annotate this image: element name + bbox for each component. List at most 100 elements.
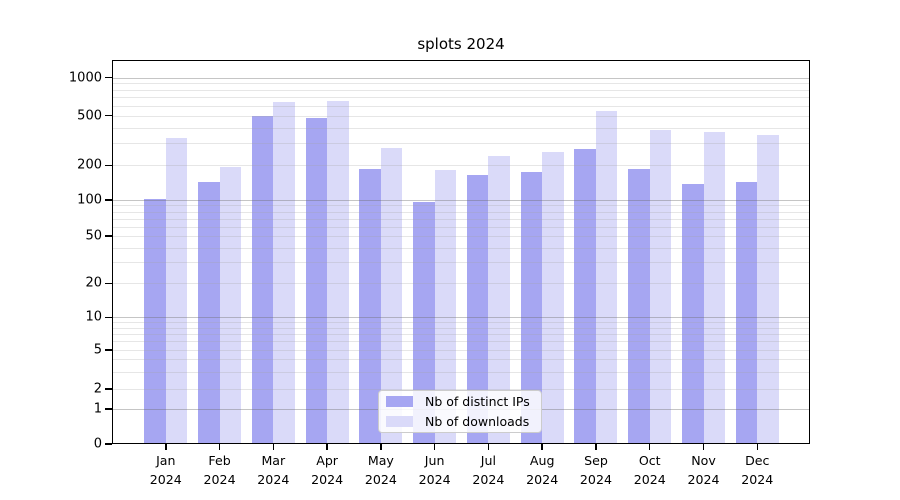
y-tick-label: 200 bbox=[77, 157, 102, 173]
grid-line-minor bbox=[112, 341, 810, 343]
grid-line-minor bbox=[112, 89, 810, 91]
y-tick-mark bbox=[105, 408, 112, 410]
bar-mar-downloads bbox=[273, 102, 295, 444]
grid-line-minor bbox=[112, 83, 810, 85]
x-tick-label: Jan 2024 bbox=[149, 453, 182, 487]
y-tick-mark bbox=[105, 114, 112, 117]
bar-jun-downloads bbox=[434, 170, 457, 444]
x-tick-label: Oct 2024 bbox=[633, 453, 666, 487]
grid-line-minor bbox=[112, 327, 810, 329]
y-tick-mark bbox=[105, 388, 112, 390]
x-tick-mark bbox=[165, 444, 167, 450]
y-tick-mark bbox=[105, 282, 112, 285]
grid-line-major bbox=[112, 77, 810, 79]
bar-nov-downloads bbox=[703, 131, 725, 444]
legend: Nb of distinct IPs Nb of downloads bbox=[378, 390, 542, 433]
x-tick-label: Aug 2024 bbox=[526, 453, 559, 487]
y-tick-label: 2 bbox=[93, 381, 102, 397]
x-tick-mark bbox=[218, 444, 221, 450]
bar-aug-ips bbox=[520, 171, 543, 444]
grid-line-minor bbox=[112, 350, 810, 351]
grid-line-minor bbox=[112, 334, 810, 336]
grid-line-major bbox=[112, 317, 810, 319]
legend-entry-distinct-ips: Nb of distinct IPs bbox=[386, 392, 541, 412]
grid-line-minor bbox=[112, 105, 810, 107]
y-tick-mark bbox=[105, 164, 112, 167]
legend-entry-downloads: Nb of downloads bbox=[386, 412, 541, 432]
legend-label-downloads: Nb of downloads bbox=[425, 414, 530, 429]
bar-sep-downloads bbox=[595, 111, 618, 444]
bar-feb-downloads bbox=[219, 166, 242, 444]
legend-swatch-downloads bbox=[386, 416, 413, 427]
grid-line-minor bbox=[112, 218, 810, 220]
grid-line-minor bbox=[112, 389, 810, 390]
y-tick-label: 20 bbox=[85, 275, 102, 291]
x-tick-mark bbox=[326, 444, 328, 450]
grid-line-minor bbox=[112, 226, 810, 228]
grid-line-minor bbox=[112, 283, 810, 285]
y-tick-mark bbox=[105, 235, 112, 237]
y-tick-mark bbox=[105, 199, 112, 201]
plot-area bbox=[112, 60, 810, 444]
grid-line-minor bbox=[112, 143, 810, 145]
bar-may-ips bbox=[359, 169, 381, 444]
x-tick-label: Mar 2024 bbox=[257, 453, 290, 487]
bar-apr-downloads bbox=[327, 100, 349, 444]
grid-line-minor bbox=[112, 211, 810, 213]
x-tick-mark bbox=[756, 444, 759, 450]
bar-aug-downloads bbox=[542, 151, 564, 444]
grid-line-minor bbox=[112, 97, 810, 99]
grid-line-major bbox=[112, 200, 810, 201]
y-tick-label: 5 bbox=[93, 342, 102, 358]
x-tick-mark bbox=[541, 444, 543, 450]
y-tick-label: 0 bbox=[93, 436, 102, 452]
bar-apr-ips bbox=[305, 117, 328, 444]
x-tick-mark bbox=[702, 444, 705, 450]
bar-jan-ips bbox=[144, 198, 166, 444]
bar-jul-downloads bbox=[488, 156, 510, 444]
y-tick-label: 100 bbox=[77, 192, 102, 208]
grid-line-minor bbox=[112, 205, 810, 207]
x-tick-mark bbox=[648, 444, 651, 450]
x-tick-label: Dec 2024 bbox=[741, 453, 774, 487]
x-tick-label: Feb 2024 bbox=[203, 453, 236, 487]
x-tick-label: Jul 2024 bbox=[472, 453, 505, 487]
bar-mar-ips bbox=[251, 115, 274, 444]
x-tick-mark bbox=[595, 444, 597, 450]
x-tick-label: May 2024 bbox=[364, 453, 397, 487]
legend-swatch-distinct-ips bbox=[386, 396, 413, 407]
bar-jul-ips bbox=[466, 175, 489, 444]
y-tick-mark bbox=[105, 76, 112, 79]
bar-oct-ips bbox=[628, 168, 650, 444]
bar-dec-downloads bbox=[757, 134, 779, 444]
grid-line-minor bbox=[112, 115, 810, 117]
grid-line-minor bbox=[112, 262, 810, 264]
grid-line-minor bbox=[112, 322, 810, 324]
grid-line-minor bbox=[112, 236, 810, 237]
bar-jun-ips bbox=[413, 202, 435, 444]
x-tick-mark bbox=[487, 444, 490, 450]
legend-label-distinct-ips: Nb of distinct IPs bbox=[425, 394, 530, 409]
y-tick-label: 500 bbox=[77, 108, 102, 124]
y-tick-mark bbox=[105, 443, 112, 445]
y-tick-label: 10 bbox=[85, 309, 102, 325]
x-tick-mark bbox=[433, 444, 436, 450]
bar-dec-ips bbox=[735, 182, 758, 444]
x-tick-label: Sep 2024 bbox=[579, 453, 612, 487]
y-tick-label: 1000 bbox=[68, 70, 102, 85]
x-tick-label: Apr 2024 bbox=[311, 453, 344, 487]
bar-oct-downloads bbox=[649, 129, 672, 444]
y-tick-label: 50 bbox=[85, 228, 102, 244]
grid-line-minor bbox=[112, 127, 810, 129]
y-tick-mark bbox=[105, 349, 112, 351]
y-tick-label: 1 bbox=[93, 401, 102, 417]
bar-feb-ips bbox=[198, 182, 220, 444]
grid-line-minor bbox=[112, 371, 810, 373]
x-tick-mark bbox=[272, 444, 275, 450]
bar-sep-ips bbox=[574, 148, 596, 444]
grid-line-minor bbox=[112, 247, 810, 249]
bar-jan-downloads bbox=[165, 138, 188, 444]
bar-may-downloads bbox=[380, 148, 403, 444]
x-tick-label: Jun 2024 bbox=[418, 453, 451, 487]
